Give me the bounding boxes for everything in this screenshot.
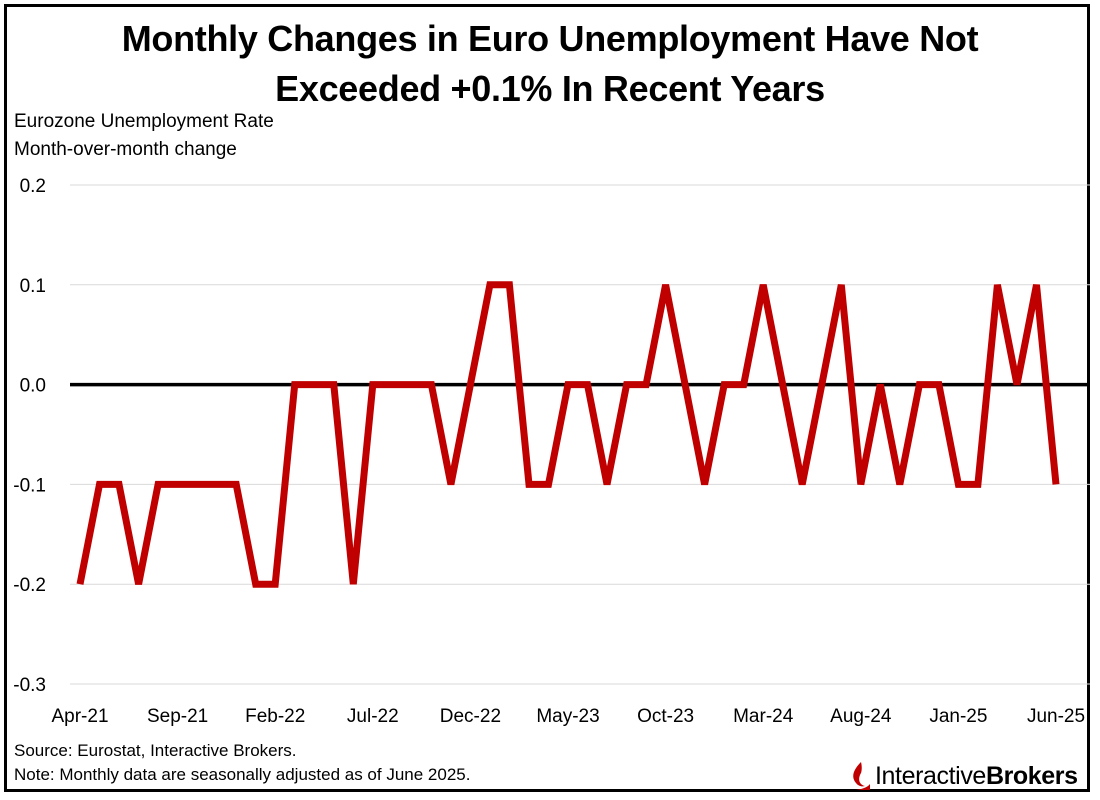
x-tick-label: Sep-21 <box>147 706 208 727</box>
data-point <box>741 382 747 388</box>
data-point <box>565 382 571 388</box>
x-tick-label: Apr-21 <box>51 706 108 727</box>
data-point <box>389 382 395 388</box>
data-point <box>897 481 903 487</box>
data-point <box>526 481 532 487</box>
subtitle-line-1: Eurozone Unemployment Rate <box>14 111 274 132</box>
data-point <box>253 581 259 587</box>
data-point <box>760 282 766 288</box>
data-point <box>545 481 551 487</box>
data-point <box>467 382 473 388</box>
data-point <box>1014 382 1020 388</box>
data-point <box>604 481 610 487</box>
x-tick-label: May-23 <box>536 706 599 727</box>
chart-title-line-1: Monthly Changes in Euro Unemployment Hav… <box>121 18 979 59</box>
logo-text-interactive: Interactive <box>875 761 986 790</box>
data-point <box>370 382 376 388</box>
x-tick-label: Jan-25 <box>929 706 987 727</box>
x-tick-label: Feb-22 <box>245 706 305 727</box>
data-point <box>799 481 805 487</box>
x-tick-label: Jul-22 <box>347 706 399 727</box>
data-point <box>780 382 786 388</box>
data-point <box>331 382 337 388</box>
data-point <box>292 382 298 388</box>
y-tick-label: -0.2 <box>13 575 46 596</box>
data-point <box>175 481 181 487</box>
data-point <box>311 382 317 388</box>
brokers-flame-icon <box>853 762 870 790</box>
y-tick-label: 0.1 <box>20 276 46 297</box>
data-point <box>233 481 239 487</box>
data-note: Note: Monthly data are seasonally adjust… <box>14 765 471 784</box>
data-point <box>585 382 591 388</box>
data-point <box>624 382 630 388</box>
data-point <box>1053 481 1059 487</box>
data-point <box>409 382 415 388</box>
x-tick-label: Mar-24 <box>733 706 794 727</box>
chart-title: Monthly Changes in Euro Unemployment Hav… <box>0 14 1100 114</box>
data-point <box>136 581 142 587</box>
logo-wordmark: InteractiveBrokers <box>875 762 1078 791</box>
x-tick-label: Jun-25 <box>1027 706 1085 727</box>
y-tick-label: 0.0 <box>20 376 46 397</box>
data-point <box>506 282 512 288</box>
data-point <box>155 481 161 487</box>
data-point <box>916 382 922 388</box>
data-point <box>975 481 981 487</box>
y-tick-label: 0.2 <box>20 176 46 197</box>
data-point <box>643 382 649 388</box>
subtitle-line-2: Month-over-month change <box>14 139 237 160</box>
chart-frame <box>4 4 1090 792</box>
data-point <box>448 481 454 487</box>
data-point <box>487 282 493 288</box>
data-point <box>1033 282 1039 288</box>
data-point <box>116 481 122 487</box>
data-point <box>955 481 961 487</box>
data-point <box>77 581 83 587</box>
chart-title-line-2: Exceeded +0.1% In Recent Years <box>275 68 825 109</box>
data-point <box>272 581 278 587</box>
x-tick-label: Oct-23 <box>637 706 694 727</box>
data-point <box>994 282 1000 288</box>
data-point <box>702 481 708 487</box>
series-line <box>76 281 1060 588</box>
y-tick-label: -0.1 <box>13 475 46 496</box>
x-tick-label: Dec-22 <box>440 706 501 727</box>
data-point <box>682 382 688 388</box>
data-point <box>838 282 844 288</box>
source-note: Source: Eurostat, Interactive Brokers. <box>14 741 297 760</box>
data-point <box>663 282 669 288</box>
data-point <box>214 481 220 487</box>
data-point <box>721 382 727 388</box>
data-point <box>877 382 883 388</box>
data-point <box>819 382 825 388</box>
data-point <box>194 481 200 487</box>
interactive-brokers-logo: InteractiveBrokers <box>848 760 1078 792</box>
data-point <box>428 382 434 388</box>
data-point <box>858 481 864 487</box>
y-tick-label: -0.3 <box>13 675 46 696</box>
x-tick-label: Aug-24 <box>830 706 892 727</box>
data-point <box>97 481 103 487</box>
data-point <box>350 581 356 587</box>
logo-text-brokers: Brokers <box>985 761 1078 790</box>
data-point <box>936 382 942 388</box>
